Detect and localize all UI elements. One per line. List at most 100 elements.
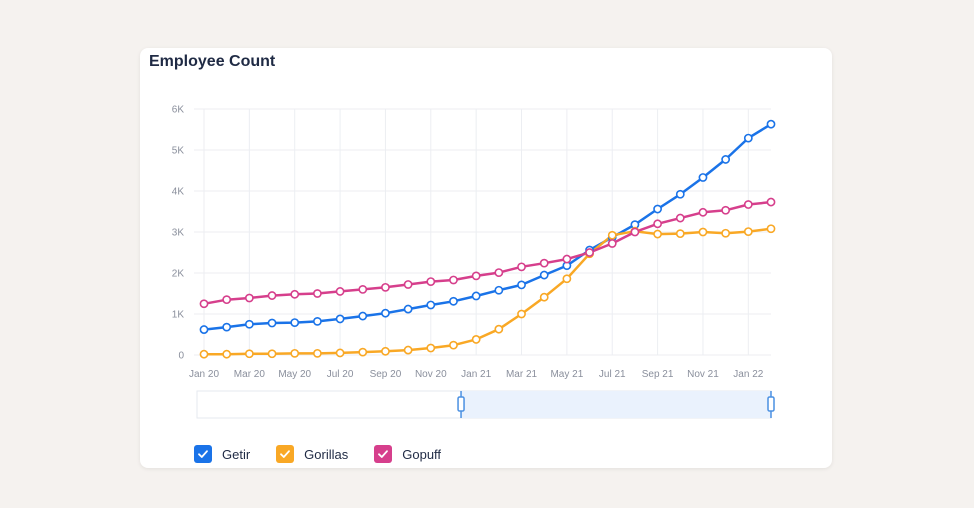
data-point-getir[interactable] (267, 318, 277, 328)
data-point-gorillas[interactable] (721, 228, 731, 238)
data-point-getir[interactable] (743, 133, 753, 143)
data-point-gopuff[interactable] (585, 248, 594, 257)
data-point-getir[interactable] (335, 314, 345, 324)
data-point-gorillas[interactable] (539, 292, 549, 302)
series-lines (203, 123, 772, 356)
data-point-gopuff[interactable] (562, 254, 572, 264)
data-point-gorillas[interactable] (653, 229, 662, 239)
data-point-getir[interactable] (426, 300, 436, 310)
data-point-getir[interactable] (199, 325, 209, 334)
checkmark-icon (198, 450, 208, 458)
legend-item-gopuff[interactable]: Gopuff (374, 445, 441, 463)
data-point-getir[interactable] (698, 173, 708, 182)
data-point-gopuff[interactable] (471, 271, 481, 281)
data-point-getir[interactable] (494, 285, 504, 295)
y-tick-label: 4K (172, 187, 185, 198)
data-point-gopuff[interactable] (766, 197, 776, 207)
data-point-gopuff[interactable] (517, 262, 526, 272)
data-point-gopuff[interactable] (721, 205, 731, 215)
data-point-gorillas[interactable] (449, 340, 458, 350)
data-point-getir[interactable] (449, 296, 458, 306)
data-point-gopuff[interactable] (403, 280, 413, 289)
data-point-gorillas[interactable] (358, 347, 368, 357)
y-tick-label: 3K (172, 228, 185, 239)
data-point-getir[interactable] (766, 119, 776, 129)
data-point-gorillas[interactable] (267, 349, 277, 359)
data-point-getir[interactable] (381, 308, 390, 318)
range-selector-selection[interactable] (461, 391, 771, 418)
data-point-getir[interactable] (675, 189, 685, 199)
data-point-gopuff[interactable] (381, 282, 390, 292)
range-selector-left-handle[interactable] (457, 396, 465, 412)
data-point-gopuff[interactable] (675, 213, 685, 223)
data-point-gorillas[interactable] (471, 335, 481, 344)
chart-legend: Getir Gorillas Gopuff (194, 445, 441, 463)
data-point-gopuff[interactable] (335, 287, 345, 296)
data-point-gorillas[interactable] (698, 227, 708, 237)
data-point-gopuff[interactable] (358, 284, 368, 294)
data-point-getir[interactable] (244, 319, 254, 329)
data-point-gorillas[interactable] (222, 349, 232, 359)
data-point-gopuff[interactable] (653, 219, 662, 229)
data-point-gorillas[interactable] (312, 348, 322, 358)
checkmark-icon (280, 450, 291, 458)
gopuff-checkbox[interactable] (374, 445, 393, 463)
data-point-getir[interactable] (290, 318, 300, 328)
data-point-gopuff[interactable] (494, 268, 504, 277)
series-line-gorillas (204, 227, 772, 356)
data-point-gopuff[interactable] (698, 207, 708, 217)
x-tick-label: Nov 20 (415, 369, 447, 380)
data-point-gorillas[interactable] (426, 343, 436, 353)
x-tick-label: Mar 20 (234, 369, 266, 380)
data-point-gopuff[interactable] (630, 227, 640, 237)
data-point-gorillas[interactable] (743, 227, 753, 236)
data-point-getir[interactable] (517, 280, 526, 290)
data-point-gorillas[interactable] (517, 309, 526, 319)
data-point-gopuff[interactable] (743, 200, 753, 209)
data-point-gorillas[interactable] (244, 349, 254, 359)
data-point-getir[interactable] (222, 322, 232, 332)
x-tick-label: May 21 (550, 369, 583, 380)
data-point-getir[interactable] (403, 304, 413, 314)
data-point-gopuff[interactable] (312, 289, 322, 298)
data-point-gorillas[interactable] (607, 230, 617, 240)
data-point-getir[interactable] (653, 204, 662, 214)
data-point-getir[interactable] (539, 270, 549, 280)
data-point-gorillas[interactable] (766, 224, 776, 234)
data-point-gorillas[interactable] (675, 229, 685, 239)
data-point-getir[interactable] (471, 291, 481, 301)
data-point-gopuff[interactable] (222, 295, 232, 305)
data-point-gopuff[interactable] (426, 277, 436, 287)
range-selector[interactable] (196, 390, 775, 419)
getir-checkbox[interactable] (194, 445, 212, 463)
x-tick-label: Sep 21 (642, 369, 674, 380)
x-tick-label: Mar 21 (506, 369, 538, 380)
data-point-gopuff[interactable] (199, 299, 209, 309)
x-axis: Jan 20 Mar 20 May 20 Jul 20 Sep 20 Nov 20 Jan … (189, 369, 764, 380)
data-point-gopuff[interactable] (244, 293, 254, 303)
data-point-gopuff[interactable] (267, 291, 277, 300)
data-point-gorillas[interactable] (403, 345, 413, 355)
series-points (199, 119, 776, 359)
data-point-gorillas[interactable] (494, 324, 504, 334)
data-point-gopuff[interactable] (449, 275, 458, 285)
x-tick-label: May 20 (278, 369, 311, 380)
data-point-gopuff[interactable] (290, 289, 300, 299)
range-selector-right-handle[interactable] (767, 396, 775, 412)
y-tick-label: 6K (172, 105, 185, 116)
data-point-gopuff[interactable] (539, 258, 549, 268)
x-tick-label: Jul 21 (599, 369, 626, 380)
data-point-getir[interactable] (312, 316, 322, 326)
chart-title: Employee Count (149, 53, 276, 70)
data-point-getir[interactable] (358, 311, 368, 321)
data-point-gorillas[interactable] (562, 274, 572, 284)
data-point-gorillas[interactable] (381, 346, 390, 356)
data-point-gorillas[interactable] (290, 348, 300, 358)
data-point-gorillas[interactable] (335, 348, 345, 358)
gorillas-checkbox[interactable] (276, 445, 295, 463)
data-point-gorillas[interactable] (199, 349, 209, 359)
data-point-gopuff[interactable] (607, 239, 617, 248)
legend-item-gorillas[interactable]: Gorillas (276, 445, 348, 463)
legend-item-getir[interactable]: Getir (194, 445, 250, 463)
data-point-getir[interactable] (721, 155, 731, 164)
